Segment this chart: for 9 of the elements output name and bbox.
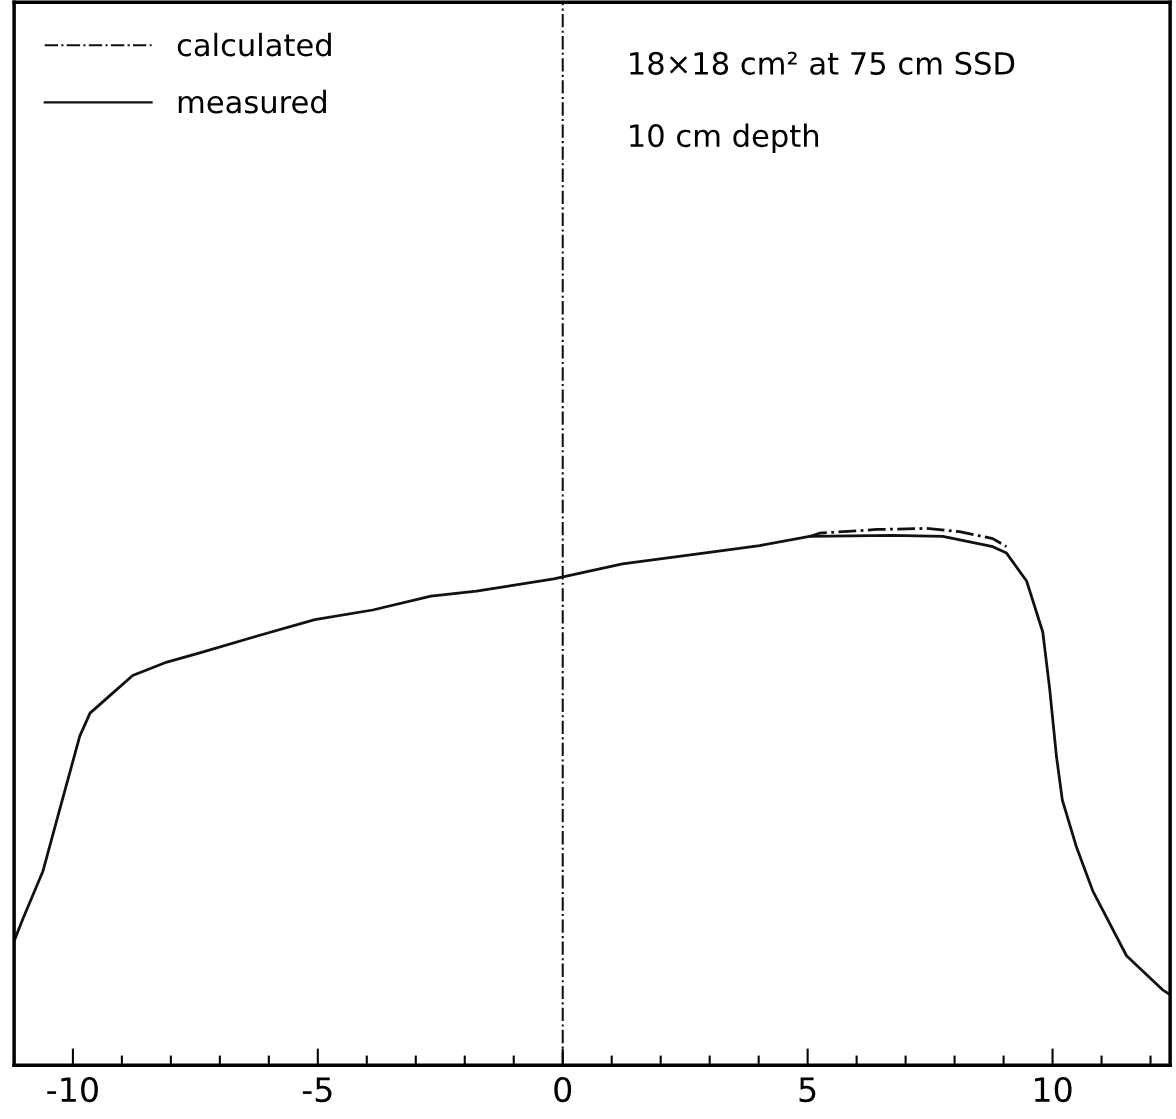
x-tick-label: 10	[1035, 1076, 1072, 1103]
x-tick-label: 0	[554, 1076, 572, 1103]
text: 18×18 cm² at 75 cm SSD	[630, 51, 1015, 75]
text: 10 cm depth	[630, 123, 819, 154]
legend-label: measured	[178, 89, 326, 114]
legend-label: calculated	[177, 32, 331, 57]
x-tick-label: -5	[302, 1077, 332, 1103]
x-tick-label: -10	[47, 1076, 98, 1103]
x-tick-label: 5	[799, 1077, 816, 1103]
